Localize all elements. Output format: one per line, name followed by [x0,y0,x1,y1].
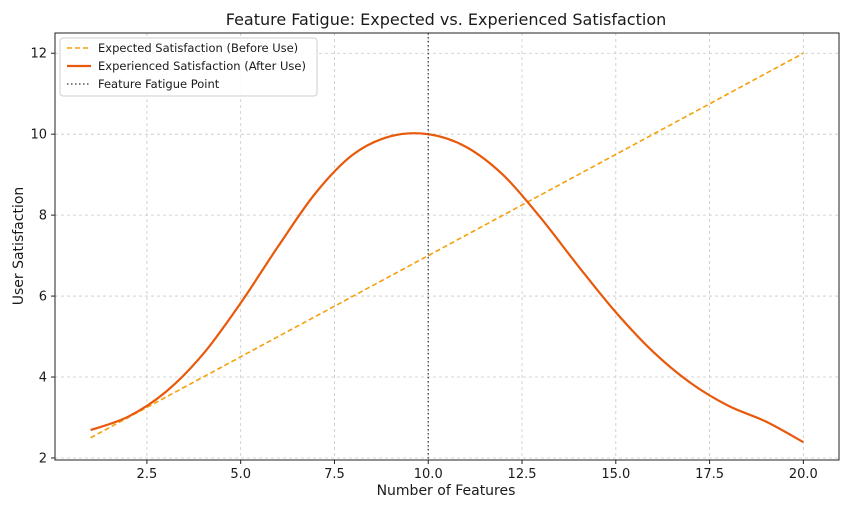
y-tick-label: 4 [39,371,47,386]
x-tick-label: 2.5 [137,467,158,482]
legend-label-experienced: Experienced Satisfaction (After Use) [98,59,306,73]
legend-label-fatigue-point: Feature Fatigue Point [98,77,220,91]
y-axis: 2 4 6 8 10 12 [30,47,55,466]
x-tick-label: 20.0 [789,467,818,482]
x-tick-label: 17.5 [695,467,724,482]
series-expected-line [90,52,804,439]
chart-title: Feature Fatigue: Expected vs. Experience… [226,10,667,29]
x-tick-label: 5.0 [230,467,251,482]
y-axis-label: User Satisfaction [11,187,27,306]
x-tick-label: 12.5 [508,467,537,482]
legend: Expected Satisfaction (Before Use) Exper… [59,37,318,97]
plot-frame [54,32,840,461]
x-tick-label: 7.5 [324,467,345,482]
plot-area [90,33,804,460]
x-tick-label: 15.0 [601,467,630,482]
x-tick-label: 10.0 [414,467,443,482]
x-axis: 2.5 5.0 7.5 10.0 12.5 15.0 17.5 20.0 [137,460,818,482]
y-tick-label: 8 [39,209,47,224]
y-tick-label: 6 [39,290,47,305]
grid [55,33,839,460]
legend-box [59,37,318,97]
series-experienced-line [90,132,804,444]
y-tick-label: 12 [30,47,47,62]
y-tick-label: 10 [30,128,47,143]
legend-label-expected: Expected Satisfaction (Before Use) [98,41,298,55]
y-tick-label: 2 [39,451,47,466]
x-axis-label: Number of Features [377,483,516,499]
